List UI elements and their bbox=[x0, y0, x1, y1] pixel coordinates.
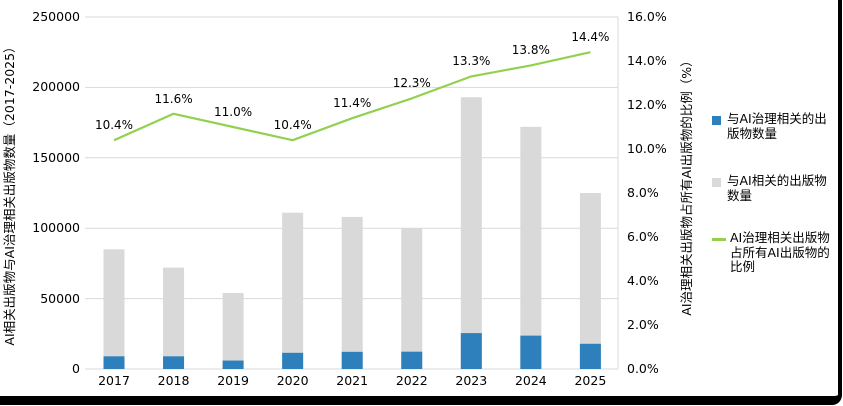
right-axis-tick: 4.0% bbox=[627, 273, 659, 288]
legend-label: AI治理相关出版物 占所有AI出版物的 比例 bbox=[730, 230, 830, 274]
bar-all-ai bbox=[460, 97, 482, 370]
bar-all-ai bbox=[341, 216, 363, 369]
bar-governance bbox=[103, 356, 125, 369]
line-data-label: 11.6% bbox=[154, 91, 193, 106]
x-axis-tick: 2024 bbox=[514, 373, 547, 388]
legend-label: 与AI相关的出版物 数量 bbox=[727, 173, 827, 203]
ratio-line bbox=[113, 51, 591, 142]
right-axis-tick: 8.0% bbox=[627, 185, 659, 200]
legend-square-swatch bbox=[712, 178, 721, 187]
right-axis-tick: 10.0% bbox=[627, 141, 667, 156]
right-axis-tick: 12.0% bbox=[627, 97, 667, 112]
legend-line-swatch bbox=[712, 238, 726, 241]
left-axis-tick: 50000 bbox=[40, 290, 80, 306]
legend-item: AI治理相关出版物 占所有AI出版物的 比例 bbox=[712, 230, 840, 275]
line-data-label: 13.8% bbox=[511, 43, 550, 58]
bar-governance bbox=[460, 333, 482, 369]
x-axis-tick: 2019 bbox=[217, 373, 249, 388]
x-axis-tick: 2018 bbox=[157, 373, 190, 388]
line-data-label: 14.4% bbox=[571, 30, 610, 45]
right-axis-tick: 16.0% bbox=[627, 9, 667, 24]
bar-all-ai bbox=[282, 212, 304, 369]
bar-all-ai bbox=[401, 228, 423, 369]
line-data-label: 10.4% bbox=[94, 118, 134, 133]
line-data-label: 11.4% bbox=[333, 96, 372, 111]
legend-item: 与AI治理相关的出 版物数量 bbox=[712, 111, 840, 141]
left-axis-tick: 0 bbox=[72, 361, 80, 376]
x-axis-tick: 2022 bbox=[395, 373, 428, 388]
right-axis-tick: 6.0% bbox=[627, 229, 659, 244]
legend-square-swatch bbox=[712, 116, 721, 125]
line-data-label: 10.4% bbox=[273, 118, 312, 133]
line-data-label: 11.0% bbox=[214, 105, 253, 119]
bar-all-ai bbox=[520, 126, 542, 369]
bar-all-ai bbox=[103, 249, 125, 369]
bar-all-ai bbox=[222, 292, 244, 369]
left-axis-tick: 100000 bbox=[32, 220, 80, 236]
bar-governance bbox=[579, 343, 601, 369]
chart-legend: 与AI治理相关的出 版物数量 与AI相关的出版物 数量 AI治理相关出版物 占所有AI出版… bbox=[712, 111, 840, 275]
x-axis-tick: 2023 bbox=[455, 373, 488, 388]
left-axis-tick: 150000 bbox=[32, 149, 80, 165]
bar-governance bbox=[222, 360, 244, 369]
right-axis-tick: 14.0% bbox=[627, 53, 667, 68]
x-axis-tick: 2020 bbox=[276, 373, 309, 388]
legend-label: 与AI治理相关的出 版物数量 bbox=[727, 111, 827, 141]
right-axis-tick: 2.0% bbox=[627, 317, 659, 332]
x-axis-tick: 2021 bbox=[336, 373, 369, 388]
bar-all-ai bbox=[579, 193, 601, 369]
x-axis-tick: 2017 bbox=[98, 373, 130, 388]
bar-governance bbox=[520, 335, 542, 369]
line-data-label: 12.3% bbox=[392, 76, 431, 91]
left-axis-tick: 200000 bbox=[32, 79, 80, 95]
right-axis-tick: 0.0% bbox=[627, 361, 659, 376]
line-data-label: 13.3% bbox=[452, 54, 491, 69]
bar-governance bbox=[401, 351, 423, 369]
bar-governance bbox=[282, 352, 304, 369]
bar-governance bbox=[163, 356, 185, 369]
left-axis-tick: 250000 bbox=[32, 9, 80, 24]
x-axis-tick: 2025 bbox=[574, 373, 607, 388]
bar-all-ai bbox=[163, 267, 185, 369]
bar-governance bbox=[341, 351, 363, 369]
legend-item: 与AI相关的出版物 数量 bbox=[712, 173, 840, 203]
